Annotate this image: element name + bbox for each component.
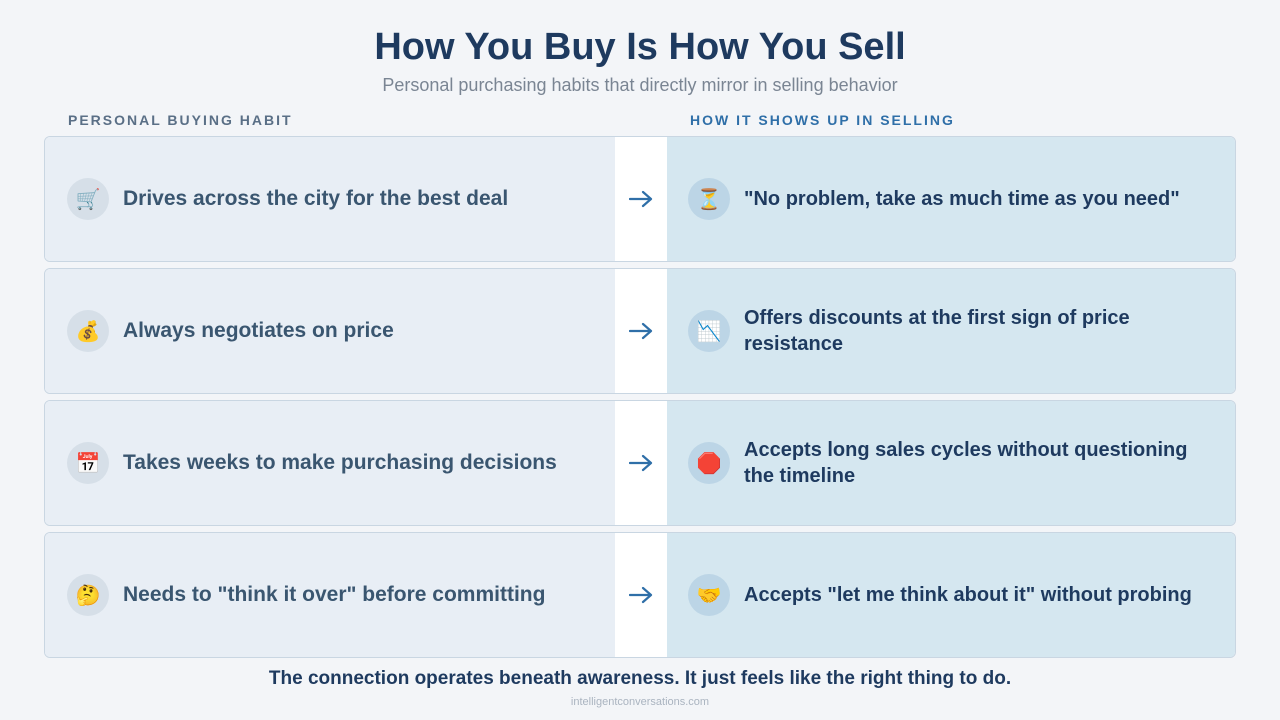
habit-icon: 💰: [67, 310, 109, 352]
selling-panel: 🛑 Accepts long sales cycles without quest…: [667, 401, 1235, 525]
arrow: [629, 190, 653, 208]
selling-text: Accepts "let me think about it" without …: [744, 584, 1192, 606]
habit-panel: 💰 Always negotiates on price: [45, 269, 615, 393]
arrow: [629, 586, 653, 604]
habit-text: Drives across the city for the best deal: [123, 187, 509, 210]
arrow: [629, 322, 653, 340]
selling-panel: 📉 Offers discounts at the first sign of p…: [667, 269, 1235, 393]
column-header: PERSONAL BUYING HABIT: [68, 112, 293, 128]
selling-text: Accepts long sales cycles without questi…: [744, 439, 1188, 487]
row: 📅 Takes weeks to make purchasing decision…: [44, 400, 1236, 526]
habit-panel: 🛒 Drives across the city for the best dea…: [45, 137, 615, 261]
selling-text: "No problem, take as much time as you ne…: [744, 188, 1180, 210]
subtitle: Personal purchasing habits that directly…: [382, 75, 898, 95]
column-header: HOW IT SHOWS UP IN SELLING: [690, 112, 955, 128]
row: 🤔 Needs to "think it over" before committ…: [44, 532, 1236, 658]
selling-icon: 📉: [688, 310, 730, 352]
selling-text: Offers discounts at the first sign of pr…: [744, 307, 1130, 355]
habit-icon: 📅: [67, 442, 109, 484]
habit-panel: 🤔 Needs to "think it over" before committ…: [45, 533, 615, 657]
row: 💰 Always negotiates on price 📉 Offers disco…: [44, 268, 1236, 394]
habit-icon: 🤔: [67, 574, 109, 616]
selling-icon: ⏳: [688, 178, 730, 220]
habit-text: Needs to "think it over" before committi…: [123, 583, 546, 606]
selling-icon: 🛑: [688, 442, 730, 484]
selling-icon: 🤝: [688, 574, 730, 616]
habit-icon: 🛒: [67, 178, 109, 220]
row: 🛒 Drives across the city for the best dea…: [44, 136, 1236, 262]
arrow: [629, 454, 653, 472]
selling-panel: 🤝 Accepts "let me think about it" without…: [667, 533, 1235, 657]
habit-panel: 📅 Takes weeks to make purchasing decision…: [45, 401, 615, 525]
habit-text: Takes weeks to make purchasing decisions: [123, 451, 557, 474]
selling-panel: ⏳ "No problem, take as much time as you n…: [667, 137, 1235, 261]
footer-note: The connection operates beneath awarenes…: [268, 668, 1012, 689]
title: How You Buy Is How You Sell: [374, 26, 906, 68]
habit-text: Always negotiates on price: [123, 319, 394, 342]
source: intelligentconversations.com: [570, 696, 710, 708]
